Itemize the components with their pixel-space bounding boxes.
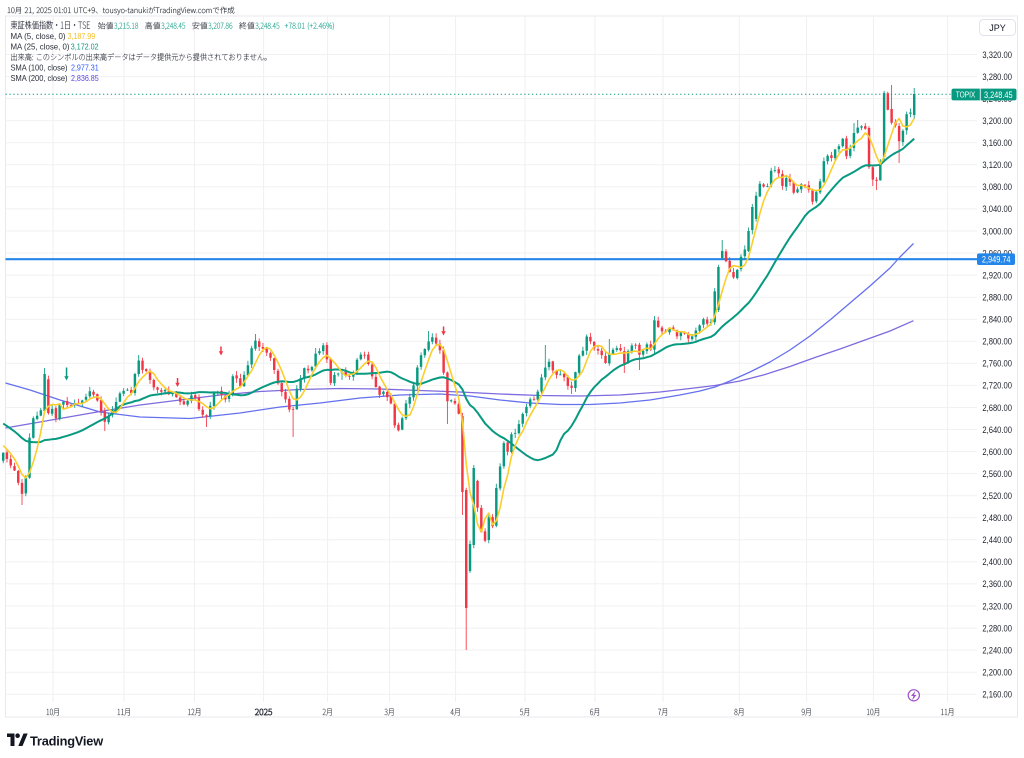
svg-text:2,880.00: 2,880.00 <box>982 293 1012 303</box>
svg-text:2,160.00: 2,160.00 <box>982 690 1012 700</box>
svg-text:3,120.00: 3,120.00 <box>982 160 1012 170</box>
svg-text:3,080.00: 3,080.00 <box>982 182 1012 192</box>
svg-text:MA (25, close, 0): MA (25, close, 0) <box>11 43 70 52</box>
svg-text:2,840.00: 2,840.00 <box>982 315 1012 325</box>
svg-text:2,200.00: 2,200.00 <box>982 668 1012 678</box>
svg-text:2,977.31: 2,977.31 <box>71 64 99 73</box>
svg-text:3,320.00: 3,320.00 <box>982 50 1012 60</box>
svg-text:2,600.00: 2,600.00 <box>982 447 1012 457</box>
svg-text:2,400.00: 2,400.00 <box>982 557 1012 567</box>
svg-text:TradingView: TradingView <box>30 734 103 749</box>
svg-text:TOPIX: TOPIX <box>956 91 976 100</box>
svg-text:2,760.00: 2,760.00 <box>982 359 1012 369</box>
svg-text:2,520.00: 2,520.00 <box>982 491 1012 501</box>
svg-text:3,248.45: 3,248.45 <box>984 90 1013 100</box>
svg-text:3,200.00: 3,200.00 <box>982 116 1012 126</box>
svg-text:2,720.00: 2,720.00 <box>982 381 1012 391</box>
svg-text:3,280.00: 3,280.00 <box>982 72 1012 82</box>
svg-text:SMA (200, close): SMA (200, close) <box>11 74 68 83</box>
svg-text:2,560.00: 2,560.00 <box>982 469 1012 479</box>
svg-text:3,160.00: 3,160.00 <box>982 138 1012 148</box>
svg-text:MA (5, close, 0): MA (5, close, 0) <box>11 32 66 41</box>
svg-text:2,320.00: 2,320.00 <box>982 601 1012 611</box>
svg-text:2,920.00: 2,920.00 <box>982 270 1012 280</box>
svg-text:2,960.00: 2,960.00 <box>982 248 1012 258</box>
svg-text:3,172.02: 3,172.02 <box>71 43 99 52</box>
svg-text:3,040.00: 3,040.00 <box>982 204 1012 214</box>
svg-text:2,640.00: 2,640.00 <box>982 425 1012 435</box>
svg-text:2,480.00: 2,480.00 <box>982 513 1012 523</box>
svg-text:2,280.00: 2,280.00 <box>982 623 1012 633</box>
svg-text:3,000.00: 3,000.00 <box>982 226 1012 236</box>
svg-text:2,240.00: 2,240.00 <box>982 645 1012 655</box>
svg-text:2,949.74: 2,949.74 <box>982 254 1011 264</box>
svg-text:SMA (100, close): SMA (100, close) <box>11 64 68 73</box>
svg-text:2,800.00: 2,800.00 <box>982 337 1012 347</box>
svg-text:2,680.00: 2,680.00 <box>982 403 1012 413</box>
svg-text:2,440.00: 2,440.00 <box>982 535 1012 545</box>
svg-text:JPY: JPY <box>989 23 1006 33</box>
svg-text:2,836.85: 2,836.85 <box>71 74 99 83</box>
svg-text:3,187.99: 3,187.99 <box>68 32 96 41</box>
svg-text:2,360.00: 2,360.00 <box>982 579 1012 589</box>
